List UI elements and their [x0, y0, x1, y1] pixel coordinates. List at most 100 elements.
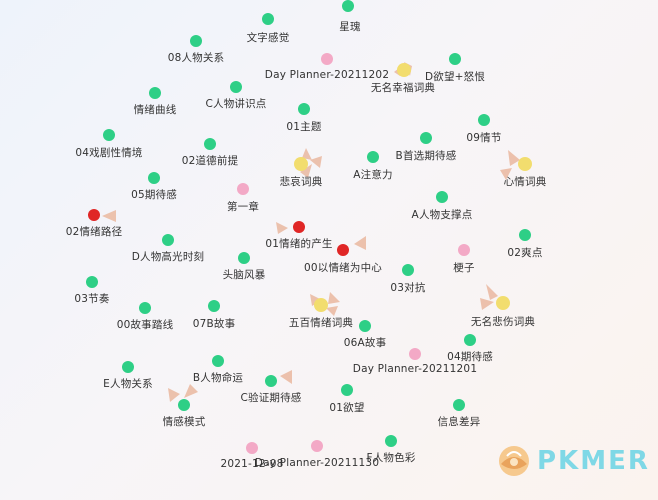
graph-node-dayplanner-20211202[interactable] [321, 53, 333, 65]
graph-node-label: 五百情绪词典 [288, 317, 354, 329]
graph-node-label: 信息差异 [437, 416, 481, 428]
link-arrow [276, 222, 288, 234]
graph-node-label: 情绪曲线 [133, 104, 177, 116]
graph-node-09-qingjie[interactable] [478, 114, 490, 126]
graph-node-2021-12-08[interactable] [246, 442, 258, 454]
graph-node-label: 00故事踏线 [116, 319, 174, 331]
link-arrow [326, 306, 338, 316]
graph-node-label: 2021-12-08 [220, 458, 284, 470]
graph-node-03-duikang[interactable] [402, 264, 414, 276]
link-arrow [310, 156, 322, 168]
graph-node-label: 05期待感 [131, 189, 177, 201]
graph-node-06a-gushi[interactable] [359, 320, 371, 332]
graph-node-b-renwu-mingyun[interactable] [212, 355, 224, 367]
graph-node-04-qidaigan[interactable] [464, 334, 476, 346]
graph-node-02-qingxu-lujing[interactable] [88, 209, 100, 221]
graph-node-label: Day Planner-20211202 [264, 69, 390, 81]
graph-node-08-renwu-guanxi[interactable] [190, 35, 202, 47]
graph-node-05-qidaigan[interactable] [148, 172, 160, 184]
graph-node-d-gaoguang[interactable] [162, 234, 174, 246]
graph-node-label: 心情词典 [503, 176, 547, 188]
graph-node-label: 02情绪路径 [65, 226, 123, 238]
graph-node-e-renwu-guanxi[interactable] [122, 361, 134, 373]
graph-node-label: 01情绪的产生 [265, 238, 333, 250]
link-arrow [300, 164, 312, 178]
graph-node-04-xiju[interactable] [103, 129, 115, 141]
graph-node-xinxi-chayi[interactable] [453, 399, 465, 411]
graph-node-beiai-cidian[interactable] [294, 157, 308, 171]
link-arrow [184, 384, 198, 398]
pkmer-logo-icon [499, 446, 529, 476]
graph-node-label: A注意力 [353, 169, 393, 181]
graph-node-label: B首选期待感 [395, 150, 457, 162]
graph-node-label: 09情节 [466, 132, 502, 144]
graph-node-tounao-fengbao[interactable] [238, 252, 250, 264]
graph-node-a-zhuyili[interactable] [367, 151, 379, 163]
graph-node-label: 02爽点 [507, 247, 543, 259]
graph-node-dayplanner-20211201[interactable] [409, 348, 421, 360]
graph-node-02-daode[interactable] [204, 138, 216, 150]
graph-node-label: F人物色彩 [366, 452, 416, 464]
graph-node-diyizhang[interactable] [237, 183, 249, 195]
graph-node-label: D欲望+怒恨 [424, 71, 486, 83]
graph-node-label: 02道德前提 [181, 155, 239, 167]
graph-node-label: 头脑风暴 [222, 269, 266, 281]
graph-node-01-yuwang[interactable] [341, 384, 353, 396]
graph-node-qinggan-moshi[interactable] [178, 399, 190, 411]
link-arrow [280, 370, 292, 384]
graph-node-00-gushi-taxian[interactable] [139, 302, 151, 314]
graph-node-c-renwu[interactable] [230, 81, 242, 93]
graph-node-label: E人物关系 [103, 378, 153, 390]
graph-node-01-zhuti[interactable] [298, 103, 310, 115]
graph-node-00-qingxu-zhongxin[interactable] [337, 244, 349, 256]
graph-node-07b-gushi[interactable] [208, 300, 220, 312]
graph-node-label: 星瑰 [339, 21, 361, 33]
graph-node-label: 悲哀词典 [279, 176, 323, 188]
graph-node-wuming-xingfu[interactable] [397, 63, 411, 77]
graph-node-label: 无名悲伤词典 [470, 316, 536, 328]
graph-node-label: 梗子 [453, 262, 475, 274]
graph-node-wuming-beishang[interactable] [496, 296, 510, 310]
graph-node-label: C人物讲识点 [205, 98, 267, 110]
graph-node-xinggui[interactable] [342, 0, 354, 12]
graph-node-label: 文字感觉 [246, 32, 290, 44]
graph-node-xinqing-cidian[interactable] [518, 157, 532, 171]
link-arrow [328, 292, 340, 304]
graph-node-label: 03对抗 [390, 282, 426, 294]
link-arrow [354, 236, 366, 250]
graph-node-label: B人物命运 [192, 372, 244, 384]
pkmer-wordmark: PKMER [537, 446, 650, 476]
graph-node-label: 情感模式 [162, 416, 206, 428]
graph-node-label: Day Planner-20211130 [254, 457, 380, 469]
graph-node-c-yanzheng[interactable] [265, 375, 277, 387]
graph-node-label: C验证期待感 [240, 392, 302, 404]
graph-node-gengzi[interactable] [458, 244, 470, 256]
graph-node-label: Day Planner-20211201 [352, 363, 478, 375]
link-arrow [508, 150, 520, 166]
graph-node-label: 01欲望 [329, 402, 365, 414]
graph-node-label: 04期待感 [447, 351, 493, 363]
graph-node-label: 第一章 [226, 201, 260, 213]
graph-node-d-yuwang[interactable] [449, 53, 461, 65]
graph-node-label: D人物高光时刻 [131, 251, 205, 263]
graph-node-wubai-qingxu[interactable] [314, 298, 328, 312]
graph-node-f-renwu-secai[interactable] [385, 435, 397, 447]
graph-node-label: 01主题 [286, 121, 322, 133]
graph-node-label: 无名幸福词典 [370, 82, 436, 94]
graph-node-label: 03节奏 [74, 293, 110, 305]
graph-node-02-shuangdian[interactable] [519, 229, 531, 241]
graph-node-label: A人物支撑点 [411, 209, 473, 221]
graph-node-dayplanner-20211130[interactable] [311, 440, 323, 452]
link-arrow [102, 210, 116, 222]
graph-node-03-jiezou[interactable] [86, 276, 98, 288]
link-arrow [500, 168, 512, 180]
graph-node-01-qingxu-chansheng[interactable] [293, 221, 305, 233]
graph-node-label: 08人物关系 [167, 52, 225, 64]
graph-node-wenzi-ganjue[interactable] [262, 13, 274, 25]
graph-node-qingxu-quxian[interactable] [149, 87, 161, 99]
graph-node-a-renwu-zhicheng[interactable] [436, 191, 448, 203]
graph-node-label: 07B故事 [192, 318, 236, 330]
graph-node-b-shouxuan[interactable] [420, 132, 432, 144]
link-arrow [486, 284, 498, 300]
